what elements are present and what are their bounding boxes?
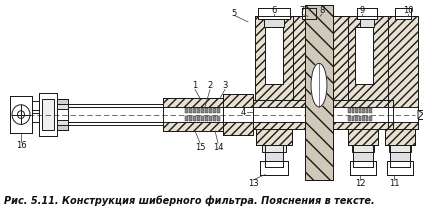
Bar [362, 108, 365, 113]
Bar [359, 108, 361, 113]
Bar [388, 107, 418, 122]
Bar [32, 113, 39, 122]
Bar [217, 116, 220, 121]
Bar [355, 108, 357, 113]
Bar [213, 108, 215, 113]
Bar [185, 108, 187, 113]
Bar [369, 116, 371, 121]
Bar [348, 108, 351, 113]
Bar [365, 116, 368, 121]
Polygon shape [418, 110, 423, 119]
Bar [201, 116, 203, 121]
Bar [185, 116, 187, 121]
Bar [57, 125, 68, 130]
Bar [260, 161, 288, 175]
Bar [262, 145, 286, 152]
Ellipse shape [311, 63, 327, 107]
Bar [355, 27, 373, 84]
Bar [193, 116, 195, 121]
Bar [68, 107, 163, 122]
Bar [57, 104, 68, 109]
Bar [264, 18, 284, 27]
Bar [217, 108, 220, 113]
Bar [388, 16, 418, 129]
Bar [265, 27, 283, 84]
Bar [197, 116, 200, 121]
Bar [193, 108, 195, 113]
Bar [352, 145, 374, 152]
Text: 4: 4 [240, 108, 246, 117]
Text: 9: 9 [360, 7, 365, 15]
Bar [360, 18, 374, 27]
Bar [256, 129, 292, 145]
Bar [57, 120, 68, 125]
Bar [350, 161, 376, 175]
Bar [305, 5, 333, 180]
Bar [359, 116, 361, 121]
Text: 6: 6 [271, 7, 277, 15]
Text: 8: 8 [319, 7, 325, 15]
Bar [213, 116, 215, 121]
Bar [223, 107, 253, 122]
Bar [209, 116, 212, 121]
Bar [205, 108, 208, 113]
Bar [205, 116, 208, 121]
Bar [293, 16, 348, 100]
Text: 2: 2 [207, 81, 213, 90]
Text: 12: 12 [355, 179, 365, 188]
Text: 1: 1 [192, 81, 198, 90]
Bar [57, 99, 68, 104]
Text: 7: 7 [299, 7, 305, 15]
Text: Рис. 5.11. Конструкция шиберного фильтра. Пояснения в тексте.: Рис. 5.11. Конструкция шиберного фильтра… [4, 195, 375, 205]
Bar [201, 108, 203, 113]
Bar [42, 99, 54, 130]
Bar [163, 98, 223, 131]
Bar [418, 110, 423, 119]
Bar [389, 145, 411, 152]
Bar [352, 108, 354, 113]
Bar [253, 107, 393, 122]
Bar [197, 108, 200, 113]
Bar [348, 129, 378, 145]
Bar [302, 8, 316, 18]
Bar [352, 116, 354, 121]
Bar [348, 16, 388, 100]
Bar [385, 129, 415, 145]
Bar [395, 8, 411, 18]
Bar [189, 116, 192, 121]
Text: 3: 3 [222, 81, 228, 90]
Text: 10: 10 [403, 7, 413, 15]
Bar [369, 108, 371, 113]
Bar [39, 93, 57, 136]
Bar [355, 116, 357, 121]
Bar [189, 108, 192, 113]
Text: 11: 11 [389, 179, 399, 188]
Bar [365, 108, 368, 113]
Bar [357, 8, 377, 18]
Bar [253, 100, 393, 129]
Bar [258, 8, 290, 18]
Text: 13: 13 [248, 179, 258, 188]
Text: 15: 15 [195, 143, 205, 152]
Bar [10, 96, 32, 133]
Bar [255, 16, 293, 100]
Bar [209, 108, 212, 113]
Bar [353, 145, 373, 167]
Bar [390, 145, 410, 167]
Bar [32, 102, 39, 110]
Bar [163, 107, 223, 122]
Bar [387, 161, 413, 175]
Text: 16: 16 [16, 141, 26, 150]
Bar [362, 116, 365, 121]
Text: 14: 14 [213, 143, 223, 152]
Bar [265, 145, 283, 167]
Bar [223, 94, 253, 135]
Text: 5: 5 [231, 9, 236, 18]
Bar [348, 116, 351, 121]
